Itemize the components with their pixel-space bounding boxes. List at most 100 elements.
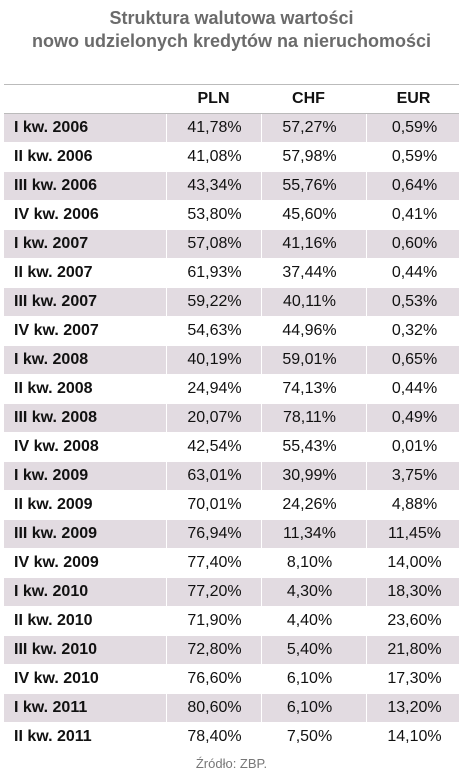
cell-value: 11,45% xyxy=(366,520,462,548)
cell-value: 40,11% xyxy=(261,288,357,316)
cell-value: 0,59% xyxy=(366,143,462,171)
table-row: III kw. 2006 43,34% 55,76% 0,64% xyxy=(4,172,459,201)
row-label: I kw. 2008 xyxy=(14,351,89,368)
cell-value: 30,99% xyxy=(261,462,357,490)
cell-value: 57,98% xyxy=(261,143,357,171)
cell-value: 24,94% xyxy=(166,375,262,403)
cell-value: 54,63% xyxy=(166,317,262,345)
cell-value: 43,34% xyxy=(166,172,262,200)
cell-value: 63,01% xyxy=(166,462,262,490)
column-header: PLN xyxy=(197,90,230,107)
cell-value: 0,41% xyxy=(366,201,462,229)
cell-value: 57,08% xyxy=(166,230,262,258)
row-label: II kw. 2007 xyxy=(14,264,93,281)
row-label: III kw. 2007 xyxy=(14,293,98,310)
column-header: CHF xyxy=(292,90,325,107)
cell-value: 72,80% xyxy=(166,636,262,664)
table: PLN CHF EUR I kw. 2006 41,78% 57,27% 0,59% II k… xyxy=(4,84,459,752)
cell-value: 57,27% xyxy=(261,114,357,142)
table-row: I kw. 2008 40,19% 59,01% 0,65% xyxy=(4,346,459,375)
table-row: III kw. 2010 72,80% 5,40% 21,80% xyxy=(4,636,459,665)
cell-value: 59,01% xyxy=(261,346,357,374)
cell-value: 3,75% xyxy=(366,462,462,490)
cell-value: 40,19% xyxy=(166,346,262,374)
table-row: II kw. 2006 41,08% 57,98% 0,59% xyxy=(4,143,459,172)
cell-value: 41,78% xyxy=(166,114,262,142)
cell-value: 20,07% xyxy=(166,404,262,432)
cell-value: 55,43% xyxy=(261,433,357,461)
cell-value: 17,30% xyxy=(366,665,462,693)
row-label: I kw. 2009 xyxy=(14,467,89,484)
cell-value: 0,01% xyxy=(366,433,462,461)
cell-value: 78,11% xyxy=(261,404,357,432)
cell-value: 0,49% xyxy=(366,404,462,432)
cell-value: 0,44% xyxy=(366,259,462,287)
cell-value: 4,40% xyxy=(261,607,357,635)
cell-value: 80,60% xyxy=(166,694,262,722)
table-row: II kw. 2010 71,90% 4,40% 23,60% xyxy=(4,607,459,636)
cell-value: 42,54% xyxy=(166,433,262,461)
cell-value: 7,50% xyxy=(261,723,357,751)
cell-value: 59,22% xyxy=(166,288,262,316)
cell-value: 76,60% xyxy=(166,665,262,693)
cell-value: 55,76% xyxy=(261,172,357,200)
row-label: II kw. 2011 xyxy=(14,728,92,745)
cell-value: 4,30% xyxy=(261,578,357,606)
cell-value: 6,10% xyxy=(261,694,357,722)
row-label: II kw. 2009 xyxy=(14,496,93,513)
row-label: III kw. 2009 xyxy=(14,525,98,542)
cell-value: 6,10% xyxy=(261,665,357,693)
row-label: IV kw. 2007 xyxy=(14,322,99,339)
column-header: EUR xyxy=(396,90,431,107)
cell-value: 23,60% xyxy=(366,607,462,635)
cell-value: 18,30% xyxy=(366,578,462,606)
cell-value: 0,65% xyxy=(366,346,462,374)
table-row: II kw. 2009 70,01% 24,26% 4,88% xyxy=(4,491,459,520)
table-row: II kw. 2007 61,93% 37,44% 0,44% xyxy=(4,259,459,288)
table-row: I kw. 2007 57,08% 41,16% 0,60% xyxy=(4,230,459,259)
row-label: IV kw. 2008 xyxy=(14,438,99,455)
title: Struktura walutowa wartości xyxy=(109,8,354,28)
cell-value: 74,13% xyxy=(261,375,357,403)
cell-value: 8,10% xyxy=(261,549,357,577)
cell-value: 53,80% xyxy=(166,201,262,229)
cell-value: 77,20% xyxy=(166,578,262,606)
cell-value: 0,32% xyxy=(366,317,462,345)
table-row: III kw. 2008 20,07% 78,11% 0,49% xyxy=(4,404,459,433)
row-label: II kw. 2006 xyxy=(14,148,93,165)
row-label: I kw. 2007 xyxy=(14,235,89,252)
cell-value: 14,00% xyxy=(366,549,462,577)
cell-value: 0,60% xyxy=(366,230,462,258)
row-label: II kw. 2010 xyxy=(14,612,93,629)
source: Źródło: ZBP. xyxy=(195,756,268,771)
table-row: IV kw. 2006 53,80% 45,60% 0,41% xyxy=(4,201,459,230)
cell-value: 0,44% xyxy=(366,375,462,403)
row-label: II kw. 2008 xyxy=(14,380,93,397)
cell-value: 0,53% xyxy=(366,288,462,316)
cell-value: 61,93% xyxy=(166,259,262,287)
table-row: IV kw. 2010 76,60% 6,10% 17,30% xyxy=(4,665,459,694)
row-label: I kw. 2011 xyxy=(14,699,88,716)
cell-value: 4,88% xyxy=(366,491,462,519)
table-row: IV kw. 2009 77,40% 8,10% 14,00% xyxy=(4,549,459,578)
table-row: IV kw. 2008 42,54% 55,43% 0,01% xyxy=(4,433,459,462)
cell-value: 71,90% xyxy=(166,607,262,635)
cell-value: 11,34% xyxy=(261,520,357,548)
cell-value: 76,94% xyxy=(166,520,262,548)
table-row: II kw. 2008 24,94% 74,13% 0,44% xyxy=(4,375,459,404)
cell-value: 70,01% xyxy=(166,491,262,519)
cell-value: 24,26% xyxy=(261,491,357,519)
row-label: IV kw. 2009 xyxy=(14,554,99,571)
table-row: III kw. 2007 59,22% 40,11% 0,53% xyxy=(4,288,459,317)
row-label: III kw. 2008 xyxy=(14,409,98,426)
cell-value: 41,16% xyxy=(261,230,357,258)
cell-value: 14,10% xyxy=(366,723,462,751)
cell-value: 21,80% xyxy=(366,636,462,664)
cell-value: 0,59% xyxy=(366,114,462,142)
table-row: I kw. 2010 77,20% 4,30% 18,30% xyxy=(4,578,459,607)
table-row: I kw. 2009 63,01% 30,99% 3,75% xyxy=(4,462,459,491)
cell-value: 37,44% xyxy=(261,259,357,287)
table-row: I kw. 2011 80,60% 6,10% 13,20% xyxy=(4,694,459,723)
row-label: IV kw. 2010 xyxy=(14,670,99,687)
